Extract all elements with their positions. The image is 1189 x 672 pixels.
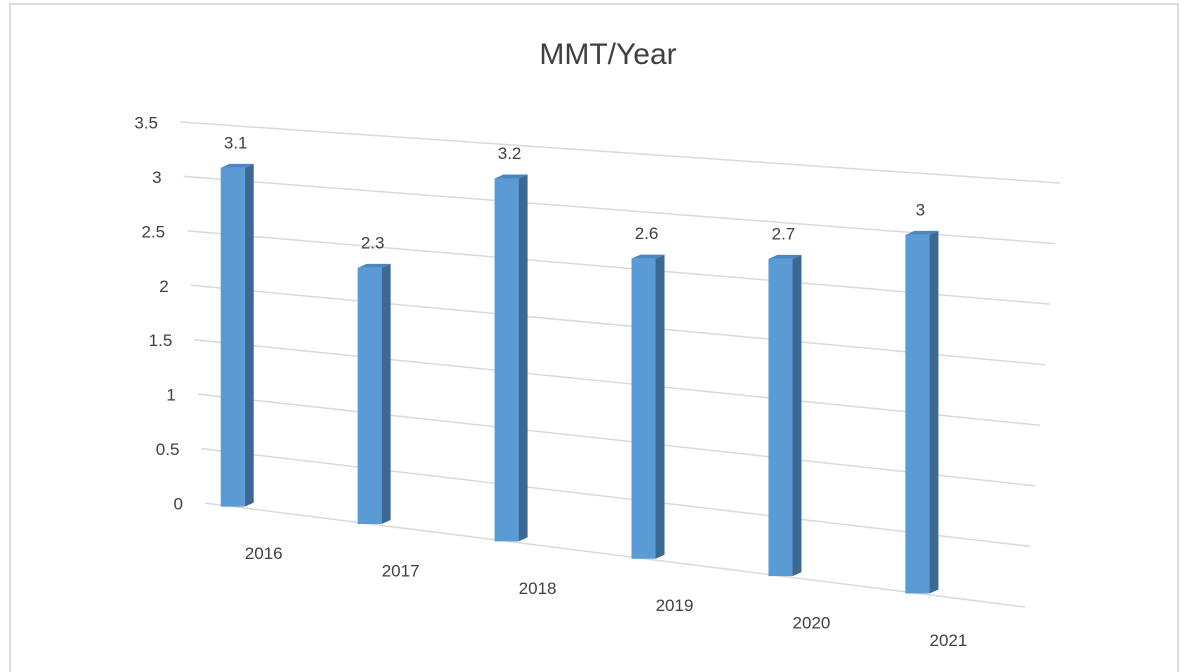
x-tick-label: 2021 [929,631,967,650]
bar-side [244,163,254,507]
y-tick-label: 3 [152,168,161,187]
value-label: 3.2 [498,144,522,163]
bar-front [494,178,519,542]
chart-title: MMT/Year [539,38,676,71]
x-tick-label: 2019 [656,596,694,615]
bar-front [768,258,793,577]
bar [220,163,254,507]
y-tick-label: 3.5 [134,113,158,132]
grid-line [194,338,1041,427]
bar-front [905,234,930,594]
value-label: 2.3 [361,233,385,252]
grid-line [190,284,1046,366]
y-tick-label: 1.5 [149,331,173,350]
grid-line [179,121,1061,184]
value-label: 3.1 [224,133,248,152]
bar [631,254,665,559]
y-tick-label: 0 [174,494,183,513]
bar-side [381,263,391,525]
bar-top [768,254,802,259]
bar-top [631,254,665,259]
chart-frame [9,3,1179,672]
bar [357,263,391,525]
bar-side [655,254,665,559]
bar-front [357,267,382,525]
bar-side [518,174,528,542]
bar-side [929,230,939,594]
grid-line [201,447,1031,548]
value-label: 2.7 [772,224,796,243]
bar-top [494,174,528,179]
grid-line [183,175,1056,245]
y-tick-label: 2 [159,277,168,296]
bar [905,230,939,594]
y-tick-label: 1 [166,386,175,405]
y-tick-label: 2.5 [142,222,166,241]
x-tick-label: 2016 [245,544,283,563]
grid-line [204,502,1026,608]
value-label: 3 [916,200,925,219]
bar [768,254,802,577]
value-label: 2.6 [635,224,659,243]
grid [179,121,1061,608]
x-tick-label: 2020 [793,614,831,633]
bar-side [792,254,802,577]
bar-front [631,258,656,559]
bar-top [220,163,254,168]
bar-top [357,263,391,268]
x-tick-label: 2018 [519,579,557,598]
bars [220,163,939,594]
bar-front [220,167,245,507]
grid-line [197,393,1036,487]
bar [494,174,528,542]
x-tick-label: 2017 [382,561,420,580]
bar-top [905,230,939,235]
y-tick-label: 0.5 [156,440,180,459]
